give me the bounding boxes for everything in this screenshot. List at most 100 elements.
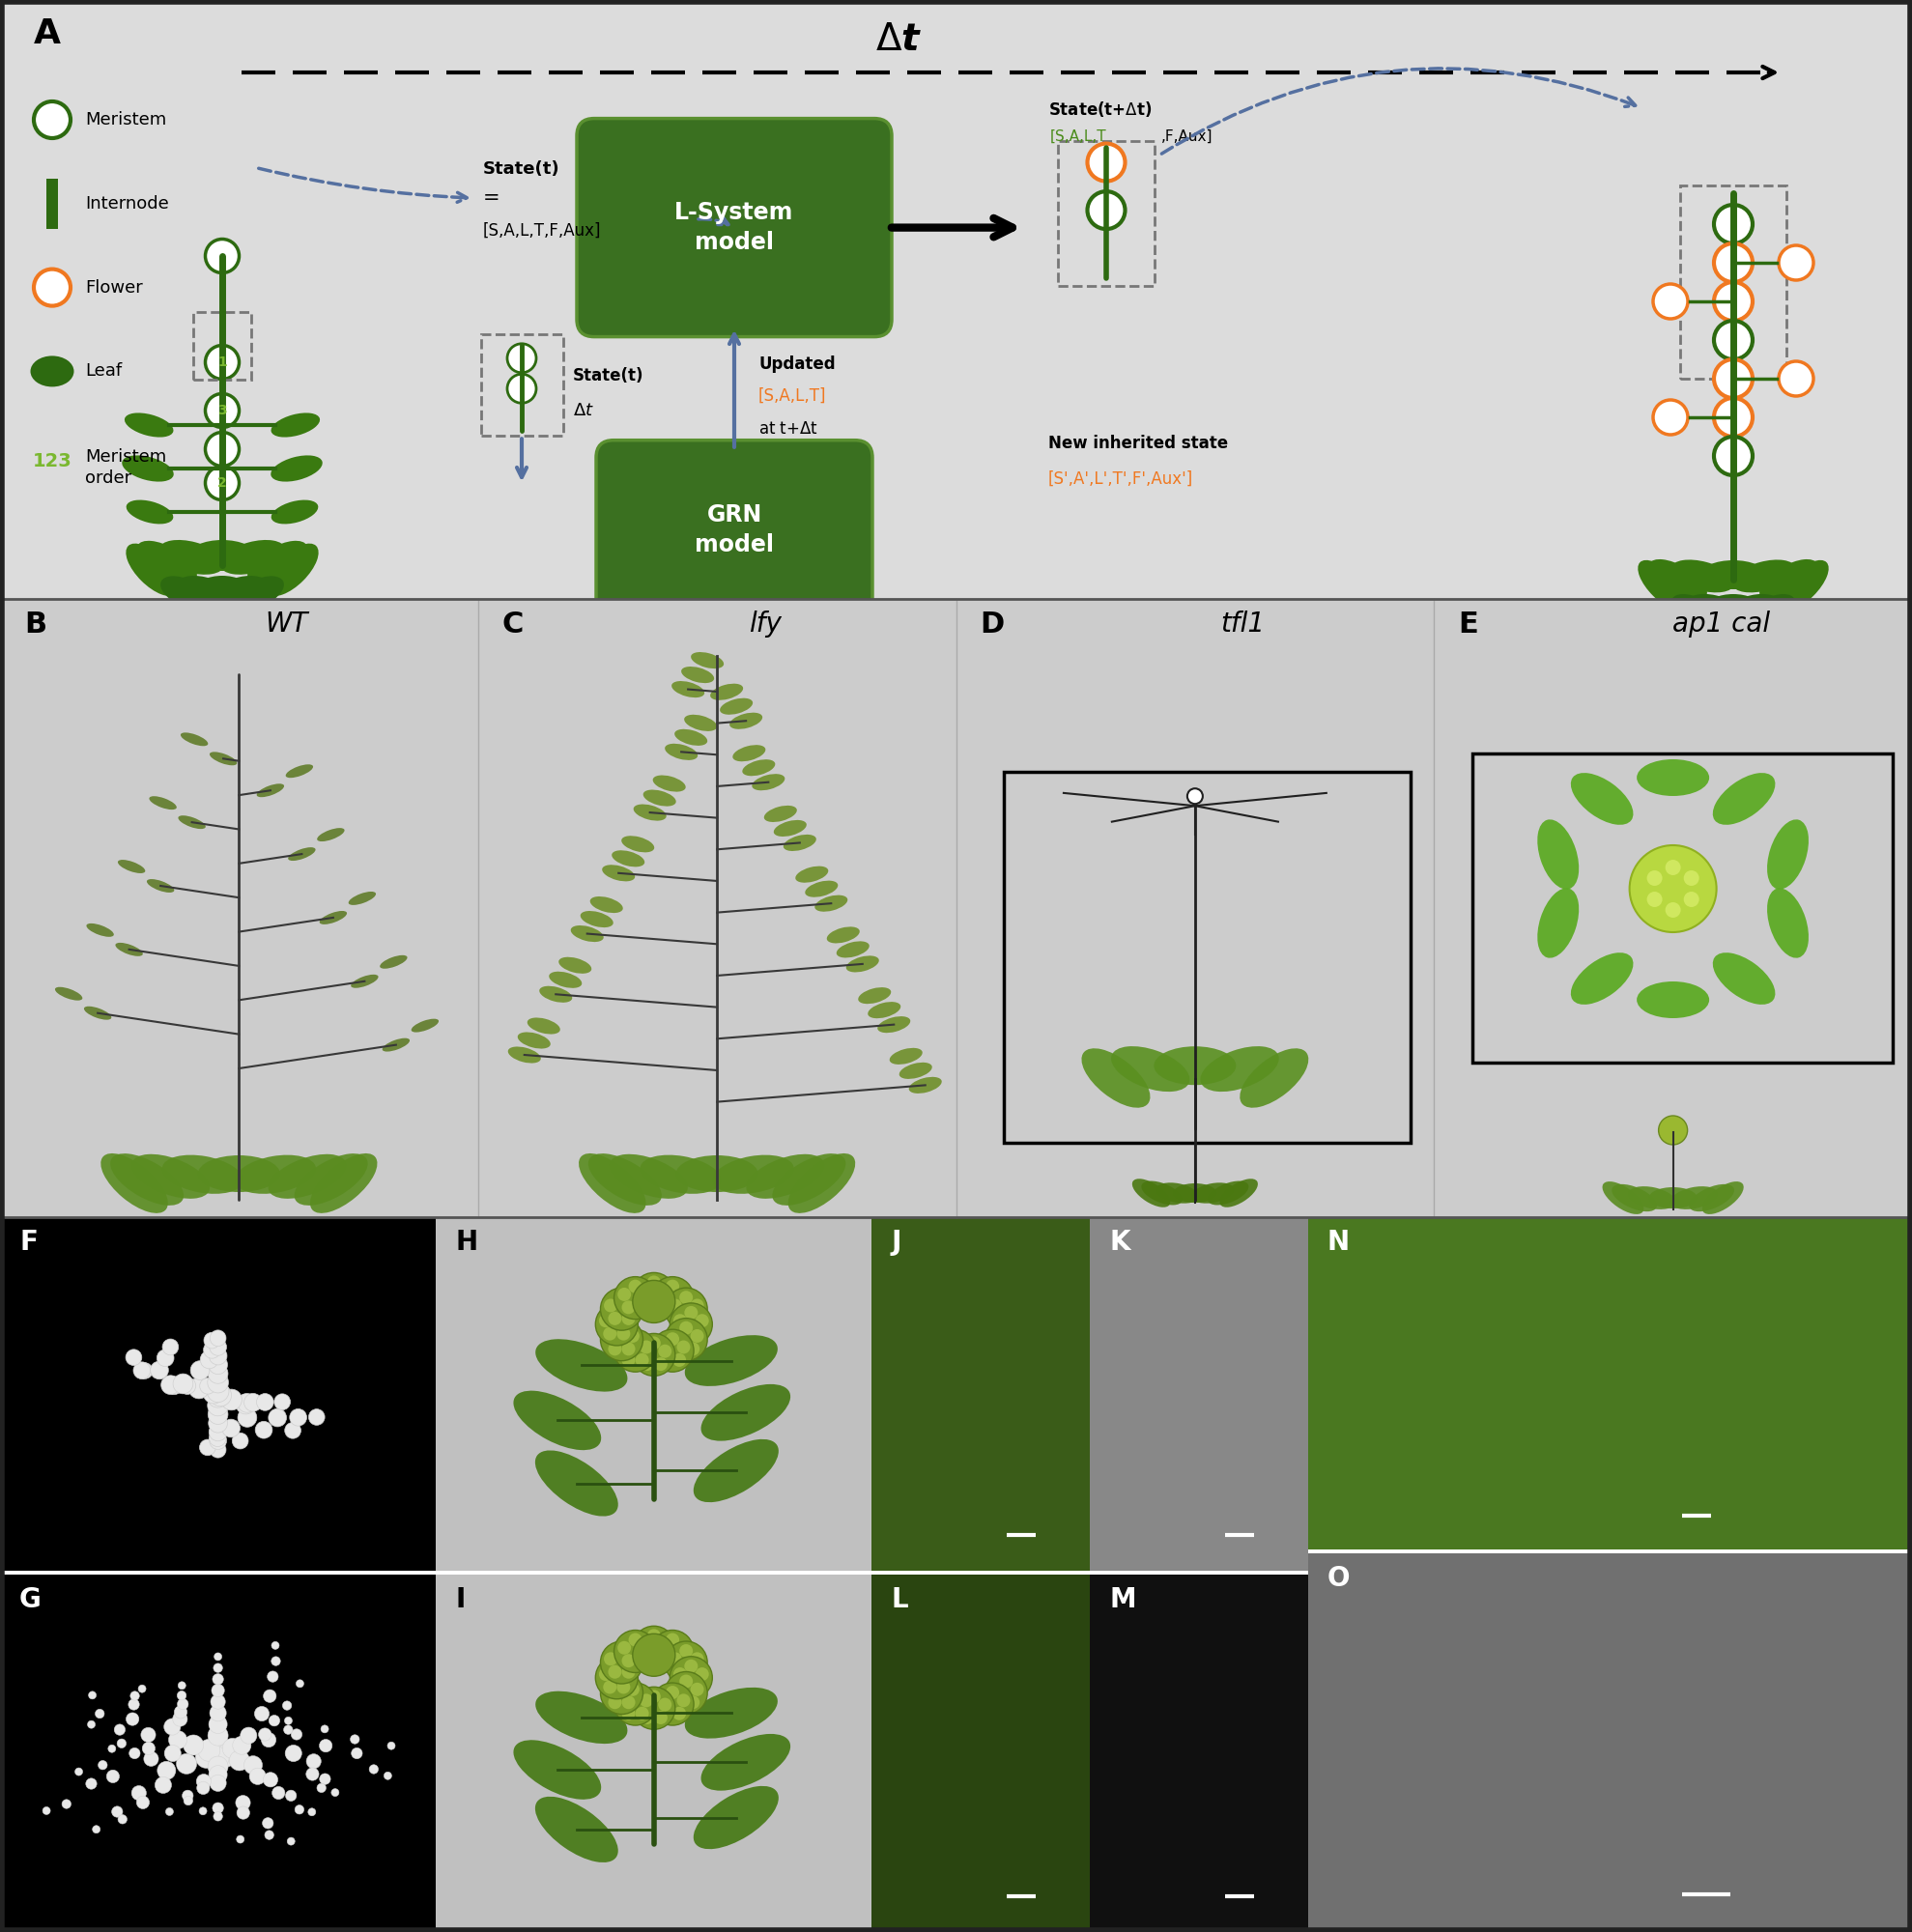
Ellipse shape [1778, 560, 1828, 611]
Bar [1090, 1217, 1308, 1571]
Ellipse shape [1220, 1179, 1258, 1208]
Ellipse shape [1082, 1049, 1151, 1107]
Text: State(t): State(t) [484, 160, 560, 178]
Circle shape [641, 1296, 654, 1310]
Ellipse shape [721, 697, 753, 715]
Ellipse shape [126, 543, 178, 597]
Circle shape [182, 1791, 193, 1801]
Ellipse shape [84, 1007, 111, 1020]
Ellipse shape [730, 713, 763, 728]
Circle shape [1658, 1115, 1688, 1144]
Ellipse shape [784, 835, 816, 850]
Circle shape [610, 1306, 623, 1320]
Circle shape [633, 1281, 675, 1323]
Text: A: A [34, 17, 61, 50]
Circle shape [658, 1345, 671, 1358]
Circle shape [199, 1378, 216, 1395]
Circle shape [641, 1694, 654, 1708]
FancyBboxPatch shape [577, 118, 891, 336]
Circle shape [205, 433, 239, 466]
Circle shape [1684, 869, 1700, 885]
Circle shape [637, 1636, 650, 1650]
Ellipse shape [702, 1733, 790, 1791]
Circle shape [625, 1329, 639, 1343]
Ellipse shape [115, 943, 143, 956]
Circle shape [1654, 284, 1688, 319]
Circle shape [696, 1314, 709, 1327]
Circle shape [264, 1690, 275, 1702]
Ellipse shape [826, 927, 860, 943]
Bar [0, 599, 478, 1217]
Circle shape [317, 1783, 327, 1793]
Circle shape [119, 1814, 126, 1824]
Circle shape [658, 1283, 671, 1296]
Circle shape [151, 1362, 168, 1379]
Circle shape [214, 1812, 222, 1822]
Circle shape [652, 1329, 694, 1372]
Ellipse shape [189, 539, 256, 572]
Circle shape [665, 1289, 707, 1331]
Bar [872, 1575, 1090, 1932]
Circle shape [654, 1287, 667, 1300]
Circle shape [616, 1675, 629, 1689]
Ellipse shape [1671, 1186, 1717, 1209]
Ellipse shape [119, 860, 145, 873]
Circle shape [208, 1424, 228, 1441]
Circle shape [652, 1277, 694, 1320]
Bar [0, 1575, 436, 1932]
Circle shape [208, 1414, 228, 1434]
Ellipse shape [1629, 1186, 1675, 1209]
Text: $\Delta$t: $\Delta$t [572, 402, 595, 419]
Ellipse shape [1572, 773, 1633, 825]
Circle shape [262, 1733, 275, 1747]
Circle shape [618, 1287, 631, 1300]
Circle shape [306, 1754, 321, 1768]
Circle shape [679, 1675, 692, 1689]
Text: 1: 1 [218, 355, 228, 369]
Circle shape [1646, 869, 1662, 885]
Ellipse shape [1208, 1180, 1249, 1206]
Ellipse shape [633, 804, 667, 821]
Circle shape [210, 1441, 226, 1459]
FancyBboxPatch shape [0, 0, 1912, 618]
Circle shape [168, 1731, 187, 1748]
Circle shape [134, 1362, 151, 1379]
Circle shape [331, 1789, 338, 1797]
Ellipse shape [681, 667, 713, 684]
Circle shape [641, 1287, 654, 1300]
Circle shape [665, 1687, 679, 1700]
Circle shape [629, 1633, 642, 1646]
Circle shape [92, 1826, 99, 1833]
Circle shape [208, 1347, 228, 1364]
Circle shape [264, 1830, 273, 1839]
Text: K: K [1109, 1229, 1130, 1256]
Ellipse shape [149, 796, 176, 810]
Ellipse shape [1174, 1182, 1216, 1202]
Circle shape [229, 1750, 250, 1770]
Ellipse shape [709, 684, 744, 699]
Circle shape [673, 1300, 686, 1314]
Circle shape [625, 1652, 639, 1665]
Text: E: E [1459, 611, 1478, 638]
Ellipse shape [694, 1785, 778, 1849]
Circle shape [235, 1395, 256, 1414]
Ellipse shape [220, 539, 285, 574]
Ellipse shape [1191, 1182, 1235, 1204]
Circle shape [206, 1735, 229, 1758]
Circle shape [1665, 860, 1681, 875]
Ellipse shape [713, 1155, 793, 1194]
Circle shape [163, 1339, 178, 1354]
Ellipse shape [652, 775, 686, 792]
Ellipse shape [602, 866, 635, 881]
Ellipse shape [788, 1153, 855, 1213]
Ellipse shape [1732, 560, 1795, 593]
Circle shape [164, 1718, 180, 1735]
Ellipse shape [285, 765, 314, 779]
Circle shape [96, 1710, 105, 1718]
Circle shape [658, 1636, 671, 1650]
Circle shape [214, 1652, 222, 1660]
Ellipse shape [1713, 773, 1774, 825]
Ellipse shape [176, 576, 228, 605]
Ellipse shape [868, 1003, 901, 1018]
Circle shape [641, 1640, 654, 1654]
